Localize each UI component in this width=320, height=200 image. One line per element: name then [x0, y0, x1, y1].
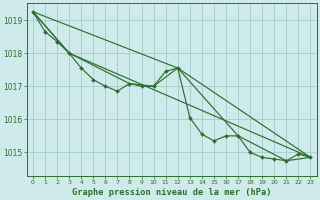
X-axis label: Graphe pression niveau de la mer (hPa): Graphe pression niveau de la mer (hPa) — [72, 188, 271, 197]
